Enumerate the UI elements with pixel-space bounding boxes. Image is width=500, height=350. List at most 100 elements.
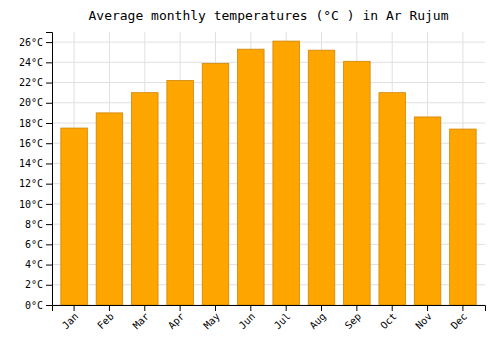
tick-label: 14°C bbox=[19, 158, 43, 169]
bar bbox=[450, 129, 477, 305]
tick: Jan bbox=[60, 305, 81, 331]
tick: 22°C bbox=[19, 77, 52, 88]
tick-mark bbox=[46, 224, 52, 225]
tick-label: Jan bbox=[60, 311, 81, 332]
tick-label: Mar bbox=[131, 311, 152, 332]
tick-mark bbox=[462, 305, 463, 311]
tick-mark bbox=[321, 305, 322, 311]
tick-label: 8°C bbox=[25, 219, 43, 230]
tick-label: 6°C bbox=[25, 239, 43, 250]
tick-label: Nov bbox=[413, 311, 434, 332]
grid-line bbox=[52, 82, 485, 83]
tick-label: Oct bbox=[378, 311, 399, 332]
tick: Jun bbox=[237, 305, 258, 331]
tick-mark bbox=[46, 204, 52, 205]
tick: Oct bbox=[378, 305, 399, 331]
tick-mark bbox=[392, 305, 393, 311]
tick-mark bbox=[427, 305, 428, 311]
tick-label: Jul bbox=[272, 311, 293, 332]
tick-label: Aug bbox=[307, 311, 328, 332]
tick-label: Dec bbox=[449, 311, 470, 332]
tick-mark bbox=[46, 305, 52, 306]
tick-label: Sep bbox=[343, 311, 364, 332]
tick: Aug bbox=[307, 305, 328, 331]
grid-line bbox=[52, 62, 485, 63]
bar bbox=[414, 117, 441, 305]
tick-mark bbox=[46, 103, 52, 104]
tick: Nov bbox=[413, 305, 434, 331]
y-axis: 0°C 2°C 4°C 6°C 8°C 10°C 12°C 14°C 16°C 18°C 20°C 2… bbox=[19, 33, 53, 311]
tick: Jul bbox=[272, 305, 293, 331]
tick-mark bbox=[109, 305, 110, 311]
tick-label: May bbox=[201, 311, 222, 332]
tick-label: 16°C bbox=[19, 138, 43, 149]
tick: 10°C bbox=[19, 199, 52, 210]
tick: Feb bbox=[95, 305, 116, 331]
bar bbox=[96, 113, 123, 305]
axis-line bbox=[46, 33, 53, 306]
axis-line bbox=[53, 306, 486, 312]
tick-label: 0°C bbox=[25, 300, 43, 311]
tick-mark bbox=[46, 42, 52, 43]
tick-label: 12°C bbox=[19, 178, 43, 189]
tick-mark bbox=[144, 305, 145, 311]
tick-mark bbox=[215, 305, 216, 311]
tick: 18°C bbox=[19, 118, 52, 129]
tick: 14°C bbox=[19, 158, 52, 169]
tick-mark bbox=[180, 305, 181, 311]
grid bbox=[52, 32, 485, 305]
tick: 20°C bbox=[19, 97, 52, 108]
grid-line bbox=[52, 42, 485, 43]
tick: May bbox=[201, 305, 222, 331]
bar bbox=[344, 61, 371, 305]
tick-mark bbox=[356, 305, 357, 311]
chart: 0°C 2°C 4°C 6°C 8°C 10°C 12°C 14°C 16°C 18°C 20°C 2… bbox=[0, 0, 500, 350]
tick-mark bbox=[46, 285, 52, 286]
tick-label: 4°C bbox=[25, 259, 43, 270]
tick-label: 26°C bbox=[19, 37, 43, 48]
tick-label: 18°C bbox=[19, 118, 43, 129]
tick-label: 10°C bbox=[19, 199, 43, 210]
bar bbox=[273, 41, 300, 305]
tick-mark bbox=[46, 83, 52, 84]
bar bbox=[238, 49, 265, 305]
tick: Mar bbox=[131, 305, 152, 331]
tick-mark bbox=[46, 163, 52, 164]
bars bbox=[61, 41, 476, 305]
bar bbox=[132, 93, 159, 305]
tick-label: 24°C bbox=[19, 57, 43, 68]
tick: Dec bbox=[449, 305, 470, 331]
tick: 8°C bbox=[25, 219, 52, 230]
tick: 16°C bbox=[19, 138, 52, 149]
tick: 26°C bbox=[19, 37, 52, 48]
tick: Sep bbox=[343, 305, 364, 331]
tick-label: 2°C bbox=[25, 279, 43, 290]
x-axis: Jan Feb Mar Apr May Jun Jul Aug Sep Oct Nov Dec bbox=[53, 305, 486, 331]
tick-label: Apr bbox=[166, 311, 187, 332]
tick-mark bbox=[46, 184, 52, 185]
tick-mark bbox=[46, 62, 52, 63]
tick-label: 22°C bbox=[19, 77, 43, 88]
tick: 4°C bbox=[25, 259, 52, 270]
tick: 2°C bbox=[25, 279, 52, 290]
tick-mark bbox=[250, 305, 251, 311]
tick-mark bbox=[46, 265, 52, 266]
bar bbox=[379, 93, 406, 305]
tick-mark bbox=[74, 305, 75, 311]
bar bbox=[308, 50, 335, 305]
tick-mark bbox=[46, 244, 52, 245]
tick-mark bbox=[286, 305, 287, 311]
tick: Apr bbox=[166, 305, 187, 331]
title: Average monthly temperatures (°C ) in Ar… bbox=[88, 8, 448, 23]
tick-mark bbox=[46, 143, 52, 144]
grid-line bbox=[52, 102, 485, 103]
tick-label: Feb bbox=[95, 311, 116, 332]
tick-mark bbox=[46, 123, 52, 124]
bar bbox=[61, 128, 88, 305]
tick-label: 20°C bbox=[19, 97, 43, 108]
tick: 24°C bbox=[19, 57, 52, 68]
tick-label: Jun bbox=[237, 311, 258, 332]
bar bbox=[202, 63, 229, 305]
tick: 12°C bbox=[19, 178, 52, 189]
bar bbox=[167, 81, 194, 305]
